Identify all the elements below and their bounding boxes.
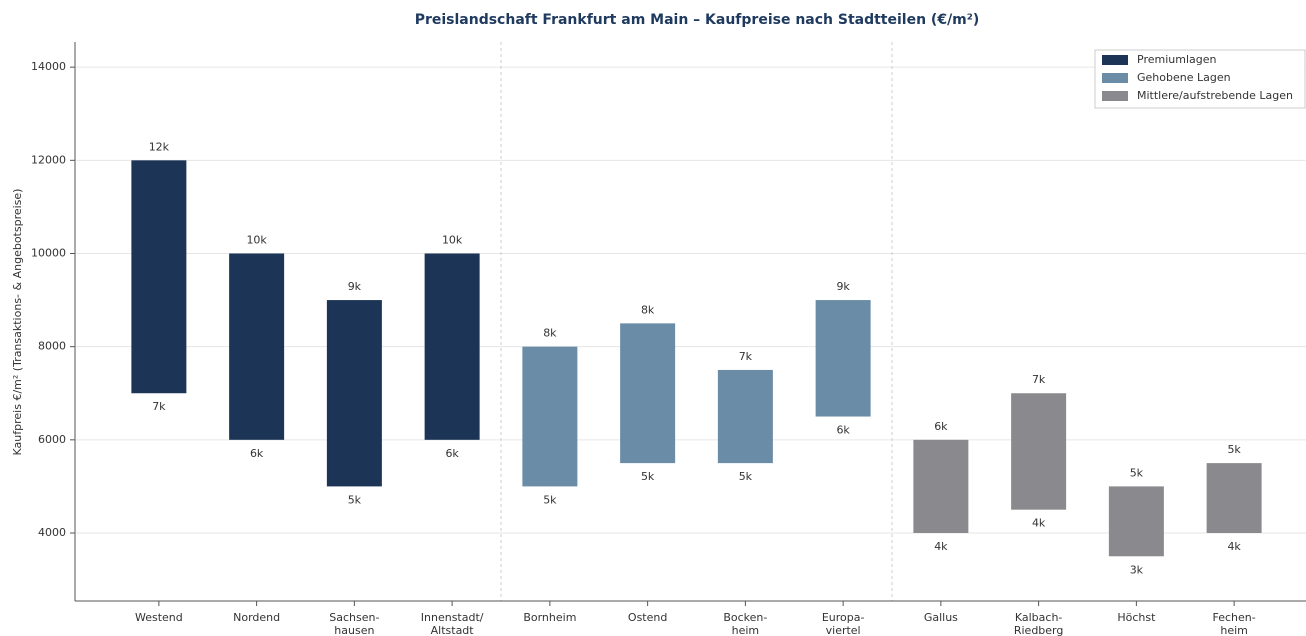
value-label: 6k [836, 424, 850, 437]
x-tick-label: Innenstadt/Altstadt [421, 611, 484, 636]
value-label: 3k [1130, 563, 1144, 576]
value-label: 6k [445, 447, 459, 460]
x-tick-label: Fechen-heim [1213, 611, 1256, 636]
bar [913, 439, 969, 533]
bar [424, 253, 480, 440]
x-tick-label: Ostend [628, 611, 667, 624]
value-label: 5k [739, 470, 753, 483]
x-tick-label: Höchst [1117, 611, 1156, 624]
y-tick-label: 4000 [38, 526, 66, 539]
value-label: 5k [1130, 466, 1144, 479]
value-label: 9k [836, 280, 850, 293]
y-tick-label: 10000 [31, 246, 66, 259]
legend-label: Gehobene Lagen [1137, 71, 1231, 84]
legend-label: Premiumlagen [1137, 53, 1216, 66]
value-label: 4k [1032, 517, 1046, 530]
value-label: 7k [1032, 373, 1046, 386]
bar [815, 300, 871, 417]
value-label: 9k [348, 280, 362, 293]
bar [522, 346, 578, 487]
y-tick-label: 8000 [38, 340, 66, 353]
chart-title: Preislandschaft Frankfurt am Main – Kauf… [415, 12, 980, 28]
value-label: 8k [641, 303, 655, 316]
bar [131, 160, 187, 394]
value-label: 10k [246, 233, 267, 246]
value-label: 6k [250, 447, 264, 460]
value-label: 10k [442, 233, 463, 246]
legend-label: Mittlere/aufstrebende Lagen [1137, 89, 1293, 102]
legend-swatch [1102, 73, 1128, 83]
bar [326, 300, 382, 487]
value-label: 5k [348, 493, 362, 506]
value-label: 8k [543, 327, 557, 340]
value-label: 4k [1227, 540, 1241, 553]
value-label: 12k [149, 140, 170, 153]
value-label: 5k [1227, 443, 1241, 456]
value-label: 6k [934, 420, 948, 433]
y-tick-label: 6000 [38, 433, 66, 446]
y-tick-label: 12000 [31, 153, 66, 166]
bar [229, 253, 285, 440]
legend-swatch [1102, 55, 1128, 65]
bar [1011, 393, 1067, 510]
x-tick-label: Nordend [233, 611, 280, 624]
legend-swatch [1102, 91, 1128, 101]
bar [620, 323, 676, 464]
value-label: 7k [739, 350, 753, 363]
value-label: 5k [641, 470, 655, 483]
bar [717, 369, 773, 464]
y-tick-label: 14000 [31, 60, 66, 73]
value-label: 4k [934, 540, 948, 553]
y-axis-label: Kaufpreis €/m² (Transaktions- & Angebots… [11, 189, 24, 456]
x-tick-label: Gallus [924, 611, 958, 624]
x-tick-label: Westend [135, 611, 183, 624]
legend-box [1094, 49, 1306, 109]
x-tick-label: Bocken-heim [723, 611, 767, 636]
x-tick-label: Sachsen-hausen [329, 611, 379, 636]
value-label: 5k [543, 493, 557, 506]
x-tick-label: Bornheim [523, 611, 576, 624]
value-label: 7k [152, 400, 166, 413]
bar [1206, 463, 1262, 533]
x-tick-label: Europa-viertel [822, 611, 865, 636]
bar [1108, 486, 1164, 557]
x-tick-label: Kalbach-Riedberg [1014, 611, 1064, 636]
